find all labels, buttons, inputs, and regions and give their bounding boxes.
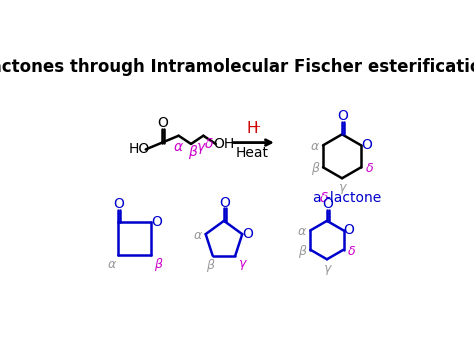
Text: O: O <box>242 227 253 241</box>
Text: O: O <box>322 198 333 211</box>
Text: α: α <box>107 258 116 271</box>
Text: δ: δ <box>320 191 328 205</box>
Text: -lactone: -lactone <box>326 191 382 205</box>
Text: γ: γ <box>338 181 346 194</box>
Text: +: + <box>252 122 262 132</box>
Text: β: β <box>154 258 162 271</box>
Text: O: O <box>361 138 372 152</box>
Text: γ: γ <box>323 262 331 275</box>
Text: α: α <box>298 225 306 238</box>
Text: δ: δ <box>348 245 356 258</box>
Text: O: O <box>157 116 168 130</box>
Text: H: H <box>246 121 258 136</box>
Text: O: O <box>113 198 124 211</box>
Text: Lactones through Intramolecular Fischer esterification: Lactones through Intramolecular Fischer … <box>0 58 474 76</box>
Text: δ: δ <box>365 162 373 175</box>
Text: α: α <box>193 229 201 242</box>
Text: γ: γ <box>197 140 205 154</box>
Text: α: α <box>174 140 183 154</box>
Text: β: β <box>188 145 197 159</box>
Text: Heat: Heat <box>236 146 269 160</box>
Text: β: β <box>206 259 214 272</box>
Text: OH: OH <box>213 137 235 151</box>
Text: a: a <box>313 191 326 205</box>
Text: O: O <box>219 196 230 210</box>
Text: δ: δ <box>205 137 213 151</box>
Text: β: β <box>298 245 306 258</box>
Text: β: β <box>311 162 319 175</box>
Text: HO: HO <box>128 142 149 156</box>
Text: O: O <box>337 110 348 124</box>
Text: γ: γ <box>238 257 246 270</box>
Text: α: α <box>310 140 319 153</box>
Text: O: O <box>344 223 355 237</box>
Text: O: O <box>151 215 162 229</box>
